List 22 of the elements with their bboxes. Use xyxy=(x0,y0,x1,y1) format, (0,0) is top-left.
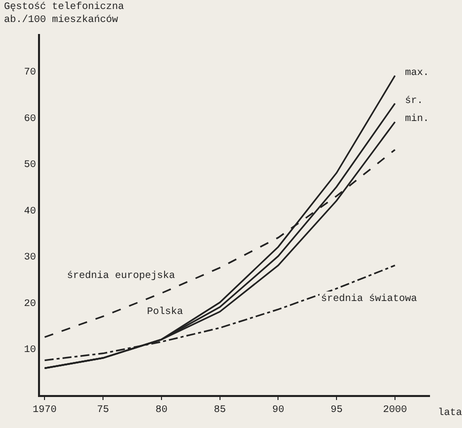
x-axis-title: lata xyxy=(438,407,462,419)
y-tick-label: 30 xyxy=(24,252,36,264)
x-tick-label: 75 xyxy=(97,405,110,416)
y-tick-label: 70 xyxy=(24,68,36,79)
y-tick-label: 20 xyxy=(24,298,36,310)
x-tick-label: 95 xyxy=(330,405,343,416)
annotation: średnia europejska xyxy=(67,270,176,282)
annotation: max. xyxy=(405,68,430,79)
annotation: min. xyxy=(405,113,430,125)
annotation: Polska xyxy=(147,306,184,318)
y-tick-label: 40 xyxy=(24,206,36,218)
x-tick-label: 2000 xyxy=(382,405,407,416)
x-tick-label: 85 xyxy=(214,405,226,416)
x-tick-label: 1970 xyxy=(32,405,57,416)
y-tick-label: 50 xyxy=(24,160,36,172)
x-tick-label: 80 xyxy=(155,405,168,416)
y-tick-label: 10 xyxy=(24,345,36,356)
y-tick-label: 60 xyxy=(24,114,36,125)
x-tick-label: 90 xyxy=(272,405,284,416)
annotation: śr. xyxy=(405,95,424,107)
annotation: średnia światowa xyxy=(321,293,418,305)
y-axis-title: Gęstość telefoniczna ab./100 mieszkańców xyxy=(4,1,124,26)
